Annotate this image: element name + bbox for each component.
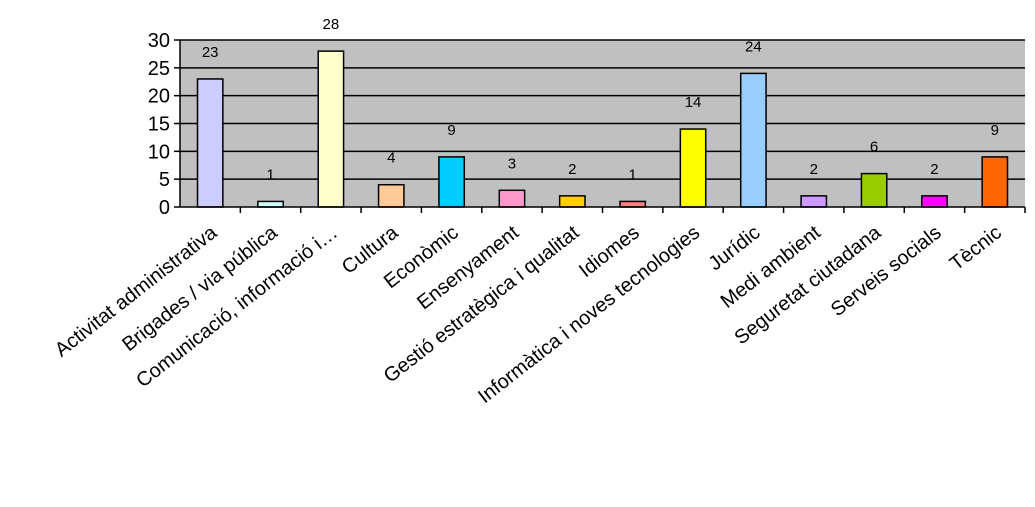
bar xyxy=(981,156,1009,208)
bar xyxy=(860,172,888,208)
y-tick-label: 30 xyxy=(148,30,170,52)
data-label: 3 xyxy=(508,155,516,172)
bar-series xyxy=(196,50,1009,208)
data-label: 14 xyxy=(685,94,702,111)
data-label: 23 xyxy=(202,44,219,61)
bar xyxy=(196,78,224,208)
data-labels: 23 1 28 4 9 3 2 1 14 24 2 6 2 9 xyxy=(202,16,999,183)
x-tick-label: Serveis socials xyxy=(827,222,946,321)
bar xyxy=(921,195,948,208)
bar xyxy=(739,72,767,208)
data-label: 2 xyxy=(568,161,576,178)
y-tick-label: 0 xyxy=(159,197,170,219)
data-label: 2 xyxy=(930,161,938,178)
y-tick-label: 15 xyxy=(148,114,170,136)
bar xyxy=(377,183,405,208)
data-label: 24 xyxy=(745,38,762,55)
bar xyxy=(679,128,707,208)
bar xyxy=(498,189,526,208)
data-label: 4 xyxy=(387,150,395,167)
bar xyxy=(438,156,466,208)
data-label: 1 xyxy=(629,166,637,183)
bar xyxy=(257,200,284,208)
bar xyxy=(619,200,647,208)
data-label: 6 xyxy=(870,139,878,156)
data-label: 9 xyxy=(991,122,999,139)
data-label: 2 xyxy=(810,161,818,178)
data-label: 9 xyxy=(447,122,455,139)
bar xyxy=(317,50,345,208)
bar xyxy=(800,195,828,208)
data-label: 1 xyxy=(266,166,274,183)
y-tick-label: 25 xyxy=(148,58,170,80)
data-label: 28 xyxy=(323,16,340,33)
x-tick-label: Tècnic xyxy=(946,222,1006,276)
bar xyxy=(558,195,586,208)
y-tick-label: 10 xyxy=(148,141,170,163)
y-axis: 0 5 10 15 20 25 30 xyxy=(148,30,181,219)
y-tick-label: 5 xyxy=(159,169,170,191)
y-tick-label: 20 xyxy=(148,86,170,108)
